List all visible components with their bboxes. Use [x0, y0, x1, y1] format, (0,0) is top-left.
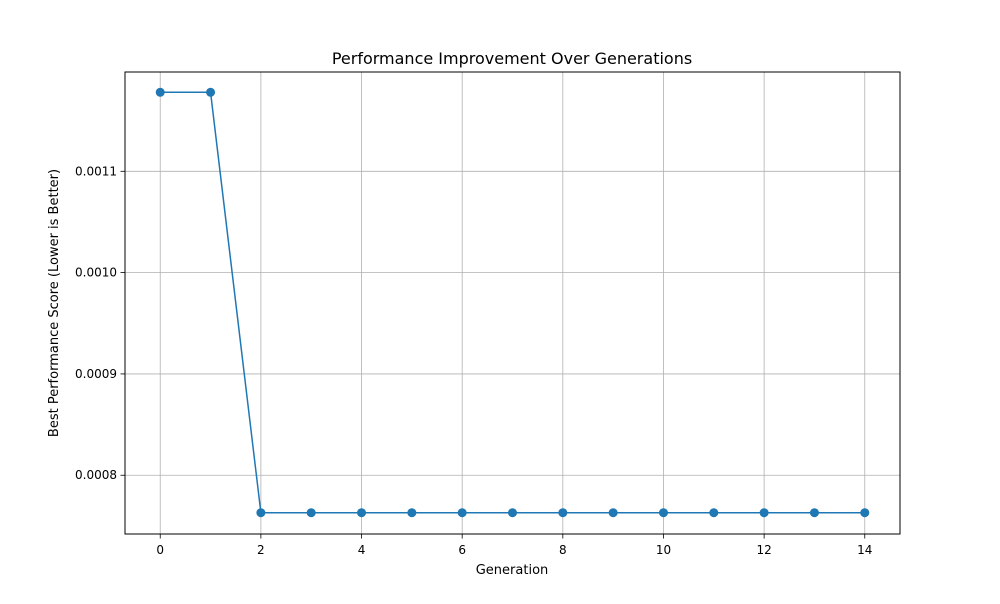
data-point-marker: [508, 508, 517, 518]
chart-title: Performance Improvement Over Generations: [332, 49, 692, 68]
data-point-marker: [809, 508, 819, 518]
y-tick-label: 0.0008: [75, 468, 117, 482]
data-point-marker: [357, 508, 367, 518]
data-point-marker: [155, 87, 165, 97]
data-point-marker: [256, 508, 266, 518]
grid-lines: [125, 72, 900, 534]
x-tick-label: 2: [257, 543, 265, 557]
data-point-marker: [608, 508, 618, 518]
x-tick-label: 4: [358, 543, 366, 557]
x-tick-label: 0: [156, 543, 164, 557]
data-point-marker: [558, 508, 568, 518]
y-tick-label: 0.0009: [75, 367, 117, 381]
data-point-marker: [206, 87, 216, 97]
data-point-marker: [306, 508, 316, 518]
y-axis-ticks: 0.0008 0.0009 0.0010 0.0011: [75, 164, 125, 482]
y-tick-label: 0.0010: [75, 266, 117, 280]
y-tick-label: 0.0011: [75, 164, 117, 178]
data-point-marker: [407, 508, 417, 518]
data-point-marker: [457, 508, 467, 518]
plot-area-frame: [124, 71, 901, 535]
y-axis-label: Best Performance Score (Lower is Better): [47, 169, 62, 437]
series-layer: [155, 87, 870, 518]
x-axis-ticks: 0 2 4 6 8 10 12 14: [156, 534, 872, 557]
x-tick-label: 8: [559, 543, 567, 557]
x-tick-label: 12: [756, 543, 771, 557]
x-axis-label: Generation: [476, 563, 549, 578]
data-point-marker: [860, 508, 870, 518]
x-tick-label: 10: [656, 543, 671, 557]
data-point-marker: [658, 508, 668, 518]
data-point-marker: [709, 508, 719, 518]
x-tick-label: 14: [857, 543, 872, 557]
x-tick-label: 6: [458, 543, 466, 557]
data-point-marker: [759, 508, 769, 518]
